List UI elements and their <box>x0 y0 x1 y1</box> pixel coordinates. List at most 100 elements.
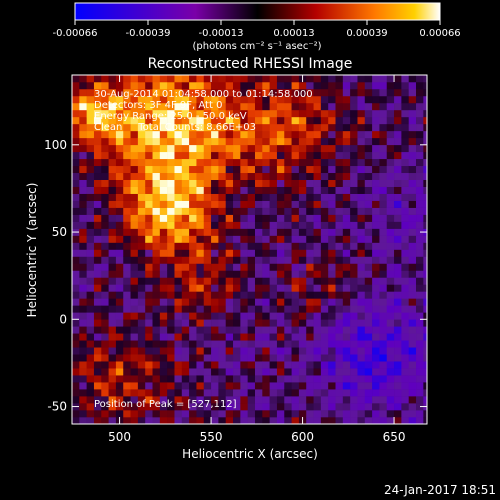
image-pixel <box>86 193 95 201</box>
image-pixel <box>254 284 263 292</box>
image-pixel <box>130 88 139 97</box>
image-pixel <box>328 403 336 411</box>
image-pixel <box>306 326 314 334</box>
image-pixel <box>298 396 307 404</box>
image-pixel <box>196 298 205 306</box>
image-pixel <box>394 354 402 362</box>
image-pixel <box>93 172 102 180</box>
image-pixel <box>196 137 205 146</box>
image-pixel <box>335 403 344 411</box>
image-pixel <box>269 221 278 229</box>
image-pixel <box>247 270 256 278</box>
image-pixel <box>93 179 102 187</box>
image-pixel <box>350 200 358 208</box>
annotation-energy-range: Energy Range: 25.0 - 50.0 keV <box>94 111 247 122</box>
image-pixel <box>262 340 270 348</box>
image-pixel <box>313 158 322 167</box>
image-pixel <box>174 242 183 250</box>
image-pixel <box>72 354 80 362</box>
image-pixel <box>167 207 175 215</box>
image-pixel <box>335 95 344 104</box>
image-pixel <box>108 165 117 174</box>
image-pixel <box>313 256 322 264</box>
image-pixel <box>93 354 102 362</box>
image-pixel <box>313 361 322 369</box>
image-pixel <box>240 312 248 320</box>
image-pixel <box>394 144 402 153</box>
image-pixel <box>247 291 256 299</box>
image-pixel <box>86 410 95 418</box>
image-pixel <box>203 319 212 327</box>
image-pixel <box>357 319 366 327</box>
image-pixel <box>101 235 109 243</box>
image-pixel <box>137 368 146 376</box>
image-pixel <box>79 298 87 306</box>
image-pixel <box>364 319 373 327</box>
image-pixel <box>130 193 139 201</box>
image-pixel <box>262 277 270 285</box>
image-pixel <box>167 375 175 383</box>
image-pixel <box>379 291 388 299</box>
image-pixel <box>291 179 300 187</box>
image-pixel <box>298 207 307 215</box>
image-pixel <box>159 102 168 111</box>
image-pixel <box>152 88 161 97</box>
image-pixel <box>379 200 388 208</box>
image-pixel <box>306 389 314 397</box>
image-pixel <box>320 389 329 397</box>
image-pixel <box>342 403 351 411</box>
image-pixel <box>298 312 307 320</box>
image-pixel <box>79 277 87 285</box>
image-pixel <box>372 235 380 243</box>
image-pixel <box>298 151 307 160</box>
image-pixel <box>306 151 314 160</box>
image-pixel <box>240 144 248 153</box>
image-pixel <box>174 277 183 285</box>
image-pixel <box>401 158 410 167</box>
image-pixel <box>145 102 153 111</box>
image-pixel <box>313 102 322 111</box>
image-pixel <box>254 298 263 306</box>
image-pixel <box>72 172 80 180</box>
image-pixel <box>196 214 205 222</box>
image-pixel <box>394 382 402 390</box>
image-pixel <box>350 319 358 327</box>
image-pixel <box>240 242 248 250</box>
image-pixel <box>386 123 395 132</box>
image-pixel <box>101 214 109 222</box>
image-pixel <box>386 361 395 369</box>
image-pixel <box>372 333 380 341</box>
image-pixel <box>203 277 212 285</box>
image-pixel <box>225 200 234 208</box>
image-pixel <box>196 284 205 292</box>
image-pixel <box>189 417 197 424</box>
image-pixel <box>174 410 183 418</box>
image-pixel <box>233 193 241 201</box>
image-pixel <box>218 389 227 397</box>
image-pixel <box>364 333 373 341</box>
image-pixel <box>233 319 241 327</box>
image-pixel <box>364 347 373 355</box>
image-pixel <box>189 75 197 83</box>
image-pixel <box>240 361 248 369</box>
image-pixel <box>145 228 153 236</box>
image-pixel <box>145 396 153 404</box>
image-pixel <box>306 172 314 180</box>
image-pixel <box>240 249 248 257</box>
image-pixel <box>291 410 300 418</box>
image-pixel <box>93 389 102 397</box>
image-pixel <box>284 81 292 90</box>
image-pixel <box>313 235 322 243</box>
image-pixel <box>181 165 190 174</box>
image-pixel <box>115 130 124 139</box>
image-pixel <box>225 249 234 257</box>
image-pixel <box>298 144 307 153</box>
image-pixel <box>152 403 161 411</box>
image-pixel <box>174 75 183 83</box>
image-pixel <box>137 277 146 285</box>
image-pixel <box>386 116 395 125</box>
image-pixel <box>401 249 410 257</box>
image-pixel <box>196 361 205 369</box>
image-pixel <box>416 298 424 306</box>
image-pixel <box>137 235 146 243</box>
